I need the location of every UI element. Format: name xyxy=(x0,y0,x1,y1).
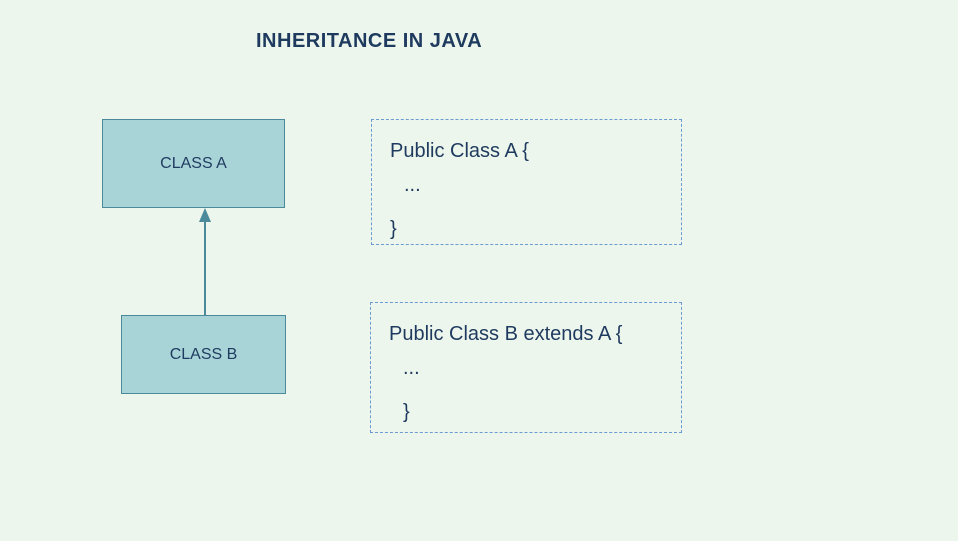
diagram-title: INHERITANCE IN JAVA xyxy=(256,30,482,53)
arrow-line xyxy=(204,220,206,315)
class-b-label: CLASS B xyxy=(170,346,238,364)
code-line: } xyxy=(390,212,663,246)
code-line: } xyxy=(389,395,663,429)
class-b-box: CLASS B xyxy=(121,315,286,394)
class-a-box: CLASS A xyxy=(102,119,285,208)
code-box-a: Public Class A { ... } xyxy=(371,119,682,245)
code-line: ... xyxy=(389,351,663,385)
code-box-b: Public Class B extends A { ... } xyxy=(370,302,682,433)
code-line: Public Class B extends A { xyxy=(389,317,663,351)
class-a-label: CLASS A xyxy=(160,155,227,173)
code-line: ... xyxy=(390,168,663,202)
inheritance-arrow xyxy=(199,208,211,315)
code-line: Public Class A { xyxy=(390,134,663,168)
